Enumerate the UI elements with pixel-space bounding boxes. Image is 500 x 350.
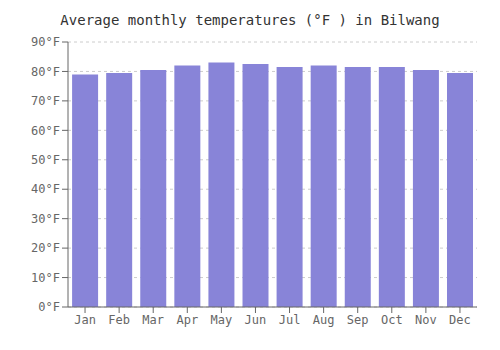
svg-text:Jul: Jul (279, 313, 301, 327)
svg-text:May: May (211, 313, 233, 327)
svg-text:50°F: 50°F (31, 153, 60, 167)
svg-text:Sep: Sep (347, 313, 369, 327)
svg-text:90°F: 90°F (31, 35, 60, 49)
svg-text:Nov: Nov (415, 313, 437, 327)
svg-text:Feb: Feb (108, 313, 130, 327)
svg-text:Oct: Oct (381, 313, 403, 327)
svg-text:10°F: 10°F (31, 271, 60, 285)
svg-text:30°F: 30°F (31, 212, 60, 226)
svg-text:Jun: Jun (245, 313, 267, 327)
svg-text:Dec: Dec (449, 313, 471, 327)
svg-text:40°F: 40°F (31, 182, 60, 196)
svg-text:0°F: 0°F (38, 300, 60, 314)
svg-text:70°F: 70°F (31, 94, 60, 108)
svg-text:Mar: Mar (142, 313, 164, 327)
svg-text:80°F: 80°F (31, 65, 60, 79)
svg-text:Jan: Jan (74, 313, 96, 327)
svg-text:20°F: 20°F (31, 241, 60, 255)
html-text:Average monthly temperatures (: Average monthly temperatures (°F ) in Bi… (60, 12, 440, 28)
svg-text:60°F: 60°F (31, 124, 60, 138)
svg-text:Aug: Aug (313, 313, 335, 327)
svg-text:Apr: Apr (176, 313, 198, 327)
